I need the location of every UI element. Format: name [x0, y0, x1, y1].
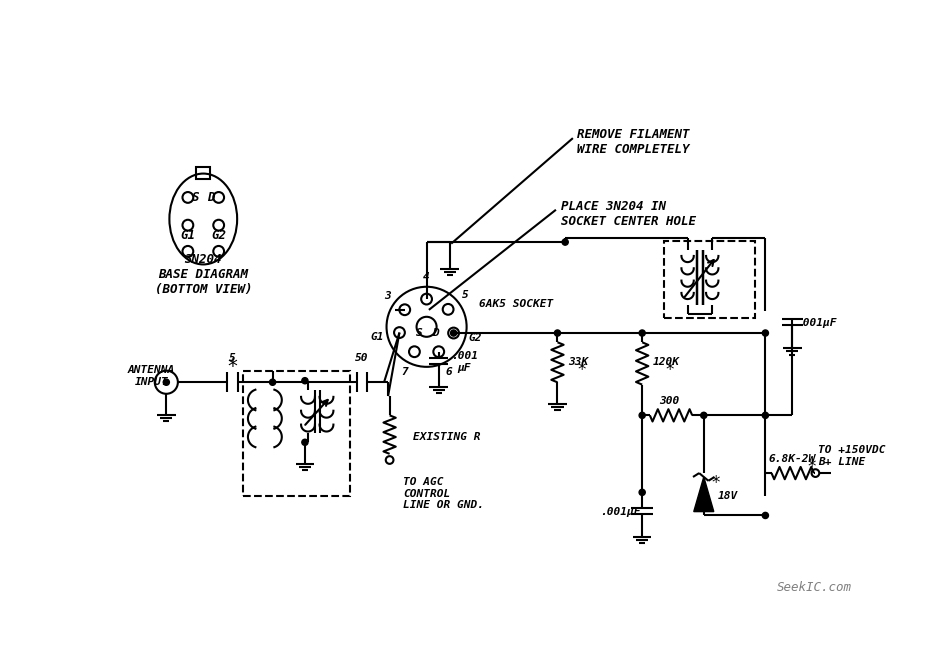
Text: G1: G1: [180, 229, 195, 243]
Circle shape: [394, 327, 405, 338]
Circle shape: [448, 328, 459, 338]
Text: 18V: 18V: [718, 491, 737, 501]
Circle shape: [154, 371, 178, 394]
Text: 50: 50: [355, 352, 368, 362]
Text: 3N204
BASE DIAGRAM
(BOTTOM VIEW): 3N204 BASE DIAGRAM (BOTTOM VIEW): [154, 253, 252, 296]
Bar: [196, 167, 210, 179]
Circle shape: [763, 412, 768, 419]
Ellipse shape: [169, 174, 237, 265]
Text: 7: 7: [401, 366, 408, 377]
Bar: [664, 241, 754, 318]
Circle shape: [302, 378, 308, 384]
Circle shape: [639, 330, 645, 336]
Text: D: D: [207, 191, 215, 204]
Text: ANTENNA
INPUT: ANTENNA INPUT: [127, 365, 175, 387]
Circle shape: [213, 246, 224, 257]
Text: 3: 3: [384, 291, 391, 301]
Text: EXISTING R: EXISTING R: [413, 432, 480, 442]
Circle shape: [639, 489, 645, 495]
Circle shape: [386, 456, 393, 464]
Circle shape: [417, 317, 436, 337]
Text: 6.8K-2W: 6.8K-2W: [769, 454, 816, 464]
Circle shape: [421, 293, 432, 304]
Text: SeekIC.com: SeekIC.com: [777, 581, 852, 594]
Text: G2: G2: [211, 229, 226, 243]
Text: G2: G2: [469, 333, 482, 343]
Text: 6AK5 SOCKET: 6AK5 SOCKET: [479, 299, 553, 309]
Circle shape: [700, 412, 707, 419]
Circle shape: [182, 192, 193, 203]
Text: 4: 4: [423, 272, 430, 282]
Circle shape: [182, 220, 193, 230]
Circle shape: [387, 287, 467, 367]
Text: *: *: [807, 458, 816, 476]
Circle shape: [763, 513, 768, 519]
Text: S: S: [416, 328, 422, 338]
Polygon shape: [694, 477, 714, 512]
Text: S: S: [192, 191, 199, 204]
Text: D: D: [432, 328, 439, 338]
Circle shape: [302, 440, 308, 446]
Circle shape: [562, 239, 568, 245]
Text: *: *: [666, 361, 674, 379]
Text: 6: 6: [445, 366, 452, 377]
Text: *: *: [711, 474, 720, 492]
Text: *: *: [578, 361, 586, 379]
Circle shape: [450, 330, 457, 336]
Text: 33K: 33K: [568, 357, 589, 367]
Text: TO +150VDC
B+ LINE: TO +150VDC B+ LINE: [817, 446, 885, 467]
Text: TO AGC
CONTROL
LINE OR GND.: TO AGC CONTROL LINE OR GND.: [404, 477, 485, 510]
Text: 300: 300: [659, 397, 679, 407]
Text: .001μF: .001μF: [600, 507, 641, 517]
Circle shape: [409, 346, 419, 357]
Text: 120K: 120K: [653, 357, 680, 367]
Circle shape: [399, 304, 410, 315]
Text: *: *: [228, 357, 237, 377]
Circle shape: [443, 304, 454, 315]
Text: 5: 5: [462, 290, 469, 300]
Circle shape: [639, 412, 645, 419]
Circle shape: [433, 346, 445, 357]
Circle shape: [554, 330, 561, 336]
Circle shape: [182, 246, 193, 257]
Text: PLACE 3N204 IN
SOCKET CENTER HOLE: PLACE 3N204 IN SOCKET CENTER HOLE: [562, 200, 697, 228]
Text: REMOVE FILAMENT
WIRE COMPLETELY: REMOVE FILAMENT WIRE COMPLETELY: [577, 128, 689, 156]
Circle shape: [763, 330, 768, 336]
Text: .001μF: .001μF: [796, 318, 837, 328]
Text: G1: G1: [371, 332, 384, 342]
Bar: [244, 371, 350, 496]
Circle shape: [270, 379, 275, 385]
Circle shape: [164, 379, 169, 385]
Circle shape: [213, 192, 224, 203]
Text: .001
μF: .001 μF: [451, 351, 478, 373]
Circle shape: [812, 469, 819, 477]
Circle shape: [213, 220, 224, 230]
Text: 5: 5: [229, 352, 236, 362]
